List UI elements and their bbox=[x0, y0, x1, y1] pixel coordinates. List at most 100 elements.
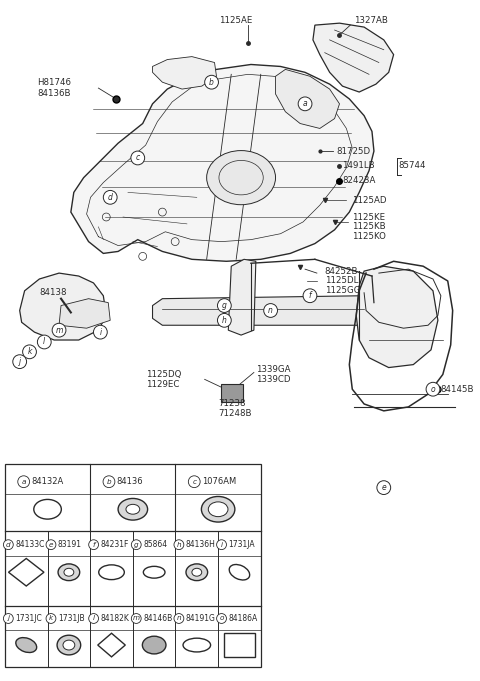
Text: b: b bbox=[209, 78, 214, 86]
Ellipse shape bbox=[143, 636, 166, 654]
Text: 84136B: 84136B bbox=[37, 89, 71, 99]
Bar bbox=[5, 464, 261, 667]
Text: h: h bbox=[222, 316, 227, 325]
Text: o: o bbox=[431, 385, 435, 394]
Text: k: k bbox=[49, 616, 53, 622]
Ellipse shape bbox=[58, 564, 80, 581]
Polygon shape bbox=[71, 65, 374, 262]
Text: m: m bbox=[55, 326, 63, 334]
Text: 1731JA: 1731JA bbox=[228, 540, 255, 549]
Circle shape bbox=[52, 323, 66, 337]
Text: b: b bbox=[107, 479, 111, 485]
Ellipse shape bbox=[208, 502, 228, 517]
Text: n: n bbox=[177, 616, 181, 622]
Circle shape bbox=[132, 614, 141, 623]
Text: 1125KO: 1125KO bbox=[352, 232, 386, 241]
Text: 85744: 85744 bbox=[398, 161, 426, 170]
Text: 84145B: 84145B bbox=[441, 385, 474, 394]
Text: 1125DL: 1125DL bbox=[325, 276, 358, 285]
Text: l: l bbox=[93, 616, 95, 622]
Text: c: c bbox=[136, 153, 140, 163]
Text: l: l bbox=[43, 338, 45, 347]
Text: j: j bbox=[7, 616, 9, 622]
Circle shape bbox=[204, 76, 218, 89]
Text: 1339GA: 1339GA bbox=[256, 365, 290, 374]
Circle shape bbox=[131, 151, 144, 165]
Circle shape bbox=[18, 476, 30, 488]
Text: k: k bbox=[27, 347, 32, 356]
Circle shape bbox=[264, 304, 277, 317]
Ellipse shape bbox=[186, 564, 208, 581]
Polygon shape bbox=[153, 57, 216, 89]
Text: j: j bbox=[19, 357, 21, 366]
Text: 71238: 71238 bbox=[218, 400, 246, 409]
Text: 84132A: 84132A bbox=[32, 477, 64, 486]
Circle shape bbox=[303, 289, 317, 302]
Text: 1125AE: 1125AE bbox=[219, 16, 253, 25]
Text: f: f bbox=[92, 541, 95, 548]
Text: 84136H: 84136H bbox=[186, 540, 216, 549]
Circle shape bbox=[174, 614, 184, 623]
Text: 84191G: 84191G bbox=[186, 614, 216, 623]
Circle shape bbox=[3, 614, 13, 623]
Ellipse shape bbox=[202, 496, 235, 522]
Text: 84133C: 84133C bbox=[15, 540, 45, 549]
Circle shape bbox=[426, 382, 440, 396]
Text: 1327AB: 1327AB bbox=[354, 16, 388, 25]
Text: i: i bbox=[220, 541, 223, 548]
Circle shape bbox=[94, 326, 107, 339]
Text: a: a bbox=[303, 99, 307, 108]
Bar bbox=[224, 633, 255, 657]
Text: 84252B: 84252B bbox=[325, 267, 358, 276]
Text: 1125GG: 1125GG bbox=[325, 286, 360, 296]
Text: h: h bbox=[177, 541, 181, 548]
Circle shape bbox=[46, 540, 56, 550]
Ellipse shape bbox=[57, 635, 81, 655]
Text: H81746: H81746 bbox=[37, 78, 72, 86]
Circle shape bbox=[216, 614, 227, 623]
Text: 1076AM: 1076AM bbox=[202, 477, 236, 486]
Bar bbox=[221, 384, 243, 402]
Circle shape bbox=[298, 97, 312, 111]
Text: 84231F: 84231F bbox=[100, 540, 129, 549]
Circle shape bbox=[103, 476, 115, 488]
Text: d: d bbox=[6, 541, 11, 548]
Circle shape bbox=[174, 540, 184, 550]
Circle shape bbox=[23, 345, 36, 359]
Circle shape bbox=[89, 614, 98, 623]
Text: 1125AD: 1125AD bbox=[352, 195, 387, 205]
Circle shape bbox=[13, 355, 26, 368]
Circle shape bbox=[217, 313, 231, 327]
Text: 84138: 84138 bbox=[39, 288, 67, 298]
Ellipse shape bbox=[126, 505, 140, 514]
Text: 1731JC: 1731JC bbox=[15, 614, 42, 623]
Text: g: g bbox=[134, 541, 139, 548]
Text: 84136: 84136 bbox=[117, 477, 144, 486]
Text: 1125DQ: 1125DQ bbox=[145, 370, 181, 379]
Text: 1129EC: 1129EC bbox=[145, 380, 179, 389]
Text: 1491LB: 1491LB bbox=[342, 161, 375, 170]
Text: 1125KE: 1125KE bbox=[352, 212, 385, 221]
Circle shape bbox=[216, 540, 227, 550]
Polygon shape bbox=[228, 259, 256, 335]
Text: o: o bbox=[219, 616, 224, 622]
Text: m: m bbox=[132, 616, 140, 622]
Circle shape bbox=[89, 540, 98, 550]
Polygon shape bbox=[356, 266, 438, 368]
Text: 82423A: 82423A bbox=[342, 176, 376, 185]
Text: n: n bbox=[268, 306, 273, 315]
Polygon shape bbox=[313, 23, 394, 92]
Text: 84186A: 84186A bbox=[228, 614, 258, 623]
Polygon shape bbox=[59, 299, 110, 328]
Text: i: i bbox=[99, 328, 101, 336]
Text: d: d bbox=[108, 193, 113, 202]
Circle shape bbox=[46, 614, 56, 623]
Text: f: f bbox=[309, 291, 312, 300]
Circle shape bbox=[37, 335, 51, 349]
Text: 1339CD: 1339CD bbox=[256, 375, 290, 384]
Text: 84146B: 84146B bbox=[143, 614, 172, 623]
Circle shape bbox=[188, 476, 200, 488]
Ellipse shape bbox=[118, 498, 148, 520]
Text: c: c bbox=[192, 479, 196, 485]
Polygon shape bbox=[276, 69, 339, 129]
